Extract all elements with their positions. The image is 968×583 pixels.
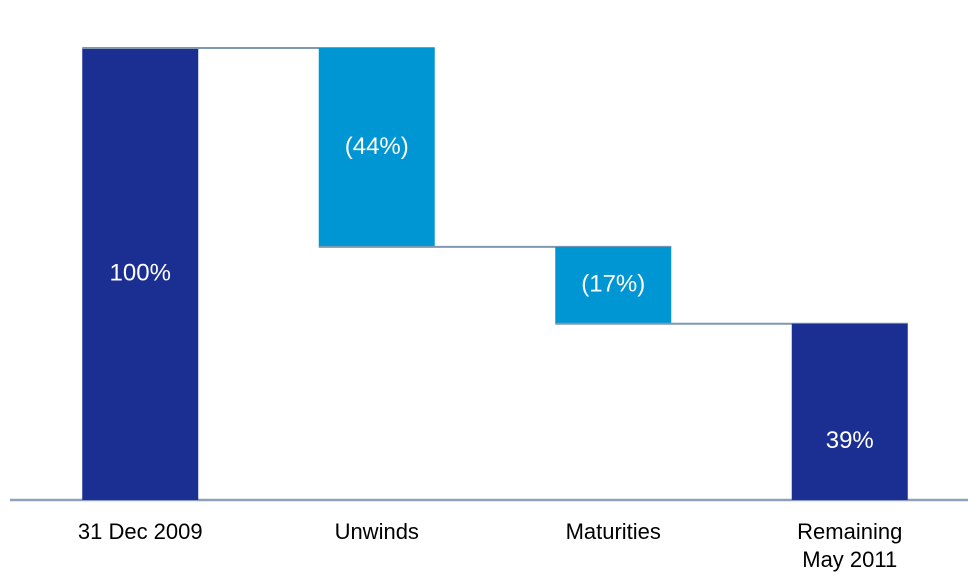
bar — [318, 48, 435, 247]
value-label: 39% — [826, 427, 874, 454]
x-tick-label: Remaining May 2011 — [797, 519, 903, 572]
bar — [82, 48, 199, 500]
x-tick-label: Unwinds — [334, 519, 419, 544]
x-tick-label: 31 Dec 2009 — [77, 519, 203, 544]
value-label: (17%) — [581, 271, 645, 298]
bar — [791, 323, 908, 500]
value-label: (44%) — [345, 133, 409, 160]
value-label: 100% — [110, 259, 171, 286]
bar — [555, 246, 672, 324]
x-tick-label: Maturities — [565, 519, 661, 544]
